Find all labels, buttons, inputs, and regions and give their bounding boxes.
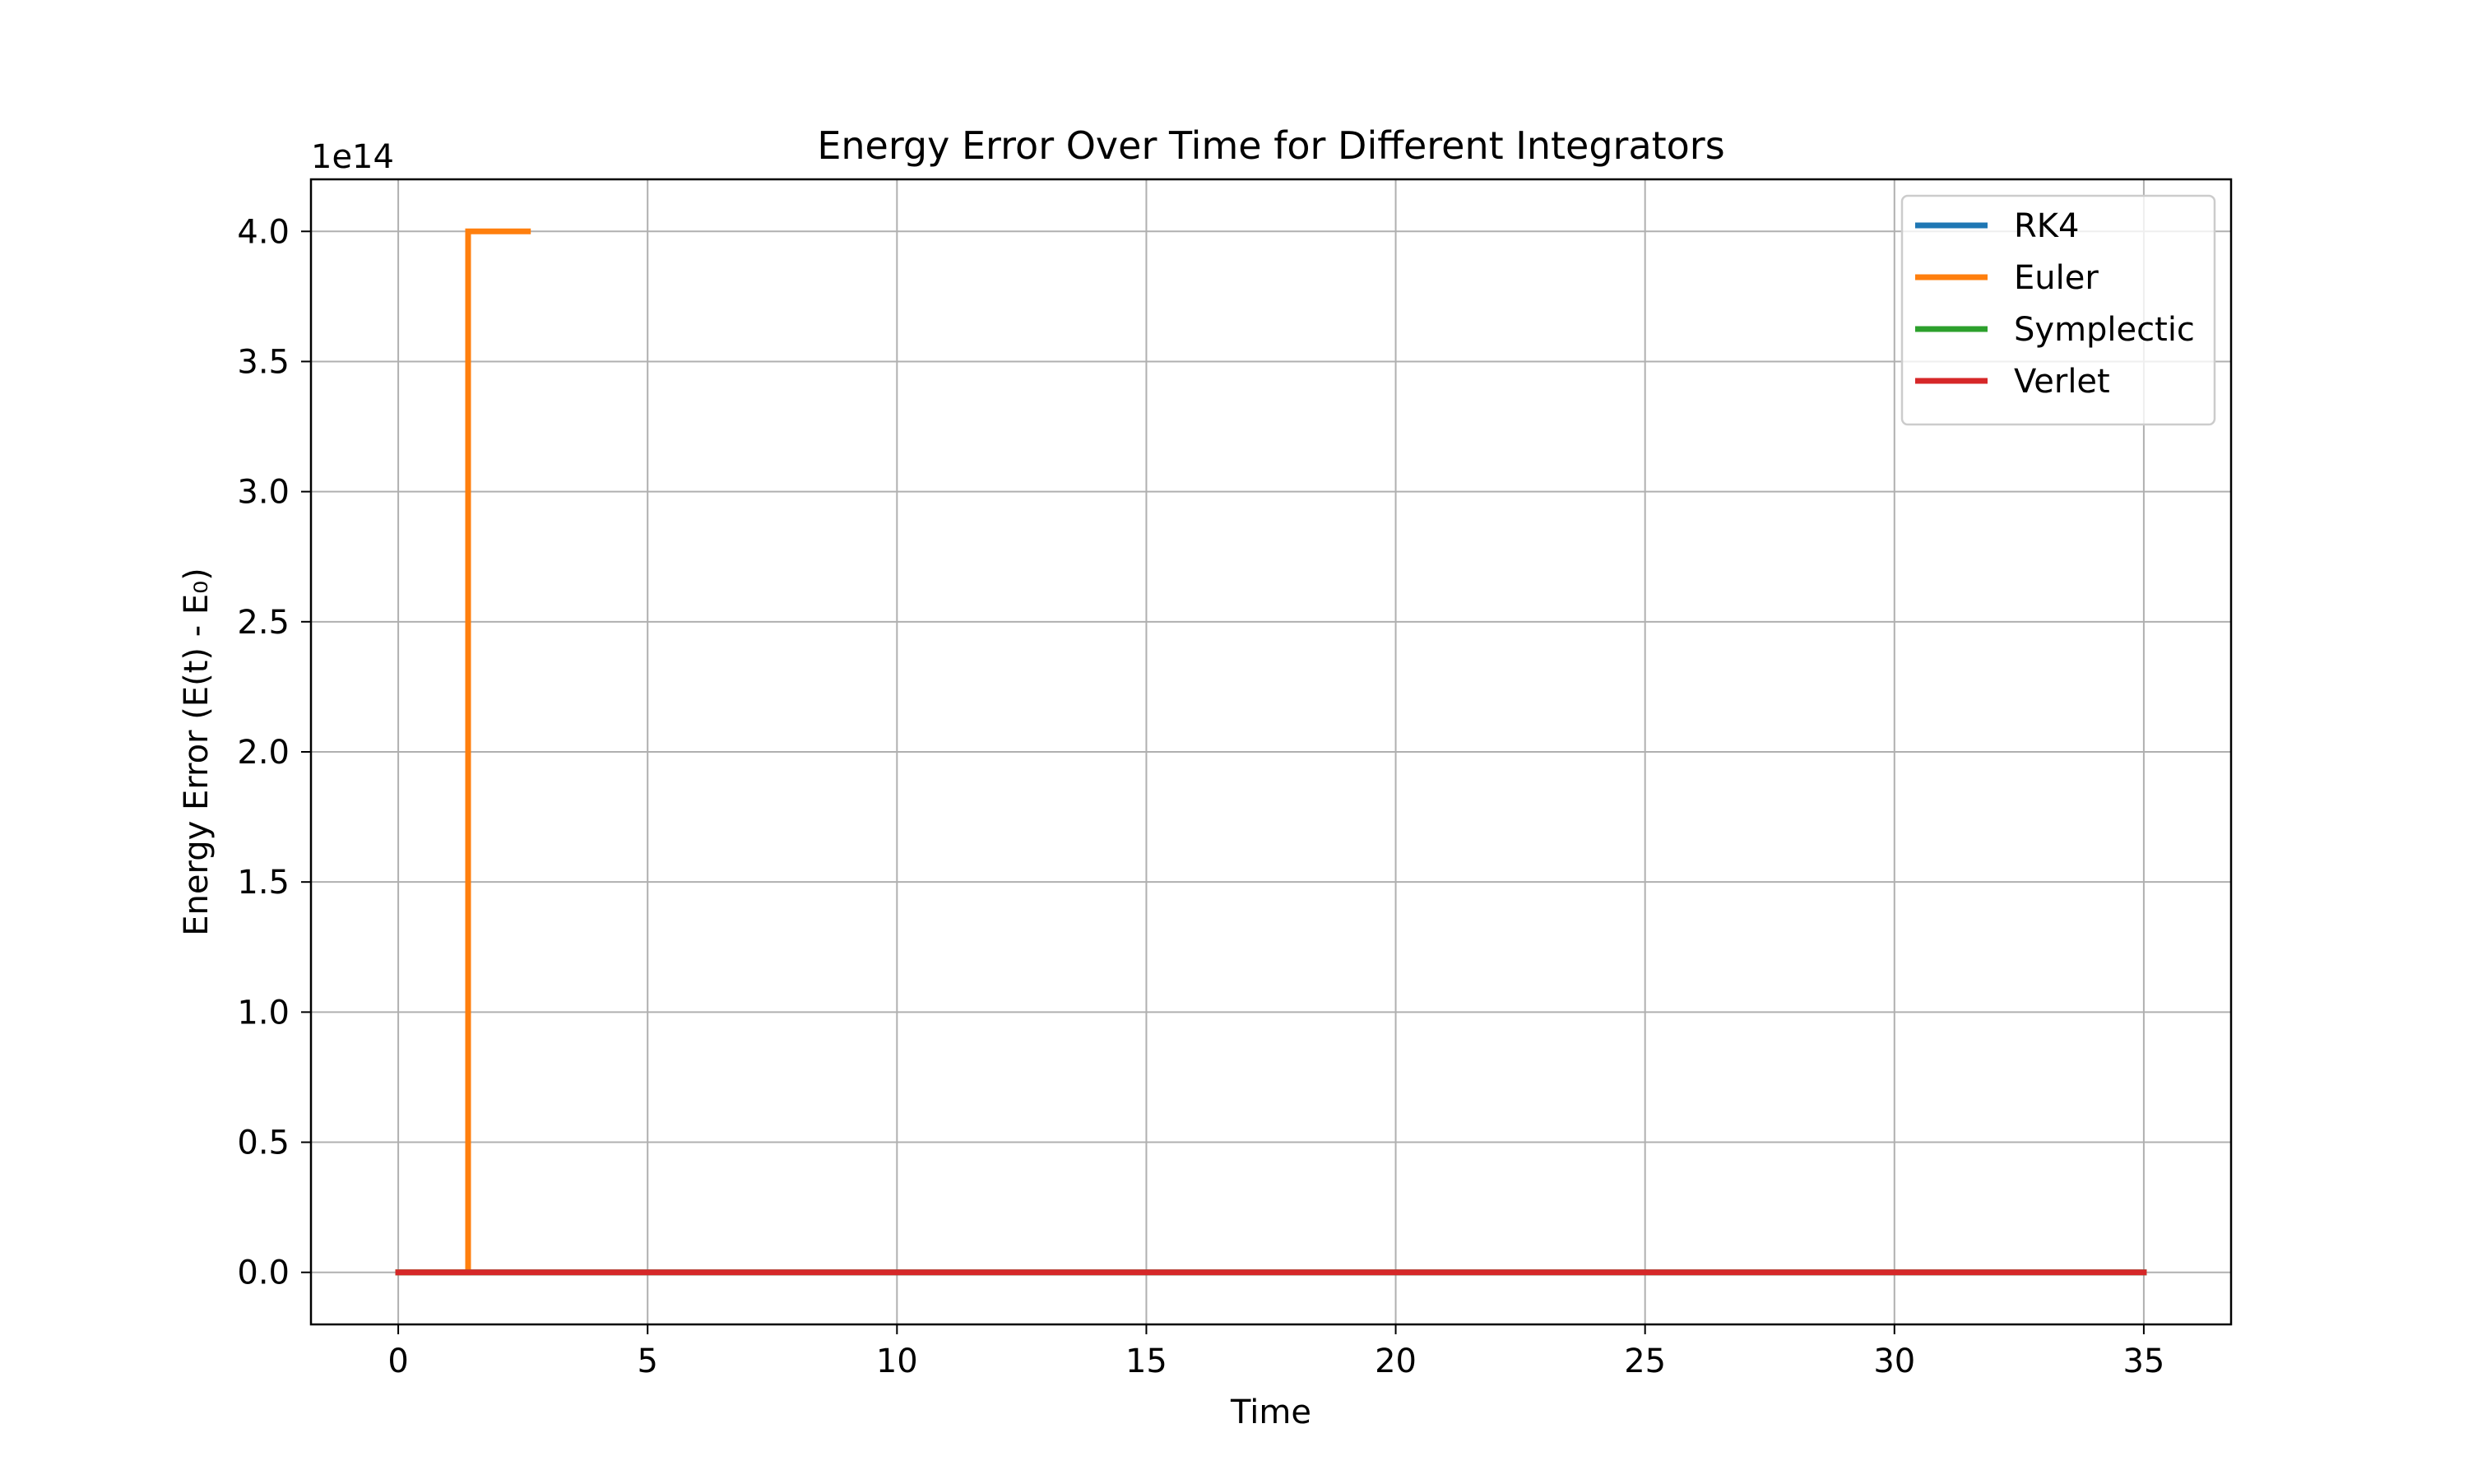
legend-label: Euler [2014,259,2099,297]
axis-ticks: 0 5 10 15 20 25 30 35 0.0 0.5 1.0 1.5 2.0 2.5 3.0 3.5 4.… [237,213,2164,1380]
y-tick-label: 1.0 [237,994,290,1032]
series-lines [395,228,2147,1276]
y-tick-label: 0.0 [237,1254,290,1292]
x-tick-label: 20 [1375,1343,1417,1380]
legend-box [1900,194,2216,426]
y-tick-label: 3.5 [237,343,290,381]
legend-label: Verlet [2014,363,2110,401]
x-tick-label: 35 [2122,1343,2164,1380]
x-axis-label: Time [1230,1394,1311,1431]
legend-item-verlet: Verlet [1915,363,2110,401]
legend-label: Symplectic [2014,311,2195,349]
legend-item-rk4: RK4 [1915,207,2079,245]
x-tick-label: 25 [1624,1343,1666,1380]
y-tick-label: 4.0 [237,213,290,251]
y-tick-label: 2.5 [237,604,290,642]
y-tick-label: 2.0 [237,734,290,772]
chart-title: Energy Error Over Time for Different Int… [817,123,1724,168]
x-tick-label: 10 [876,1343,918,1380]
x-tick-label: 5 [637,1343,657,1380]
x-tick-label: 0 [387,1343,408,1380]
y-axis-label: Energy Error (E(t) - E₀) [178,568,216,936]
legend-item-euler: Euler [1915,259,2099,297]
y-tick-label: 1.5 [237,864,290,902]
legend-item-symplectic: Symplectic [1915,311,2195,349]
y-tick-label: 3.0 [237,474,290,512]
legend: RK4 Euler Symplectic Verlet [1900,194,2216,426]
x-tick-label: 30 [1873,1343,1915,1380]
y-tick-label: 0.5 [237,1125,290,1162]
legend-label: RK4 [2014,207,2079,245]
y-axis-offset-label: 1e14 [311,138,394,176]
x-tick-label: 15 [1125,1343,1167,1380]
